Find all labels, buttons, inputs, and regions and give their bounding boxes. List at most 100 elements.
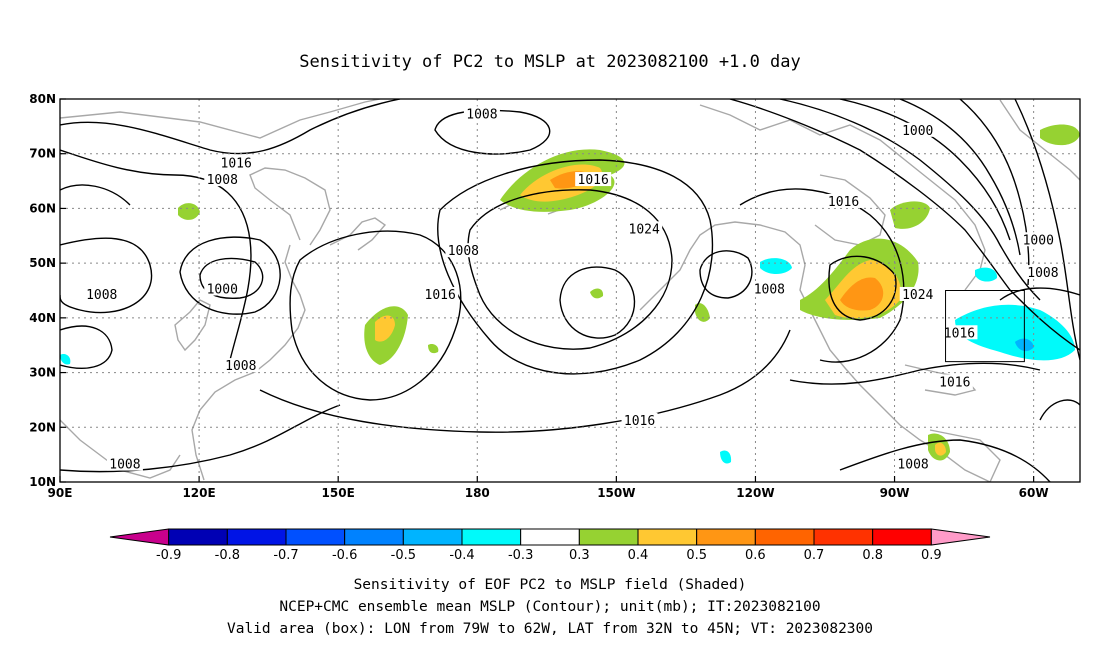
colorbar-arrow-high — [930, 528, 991, 546]
contour-label: 1000 — [1023, 233, 1054, 248]
contour-label-bg — [83, 286, 120, 301]
colorbar-swatch — [520, 528, 580, 546]
contour-label-bg — [218, 155, 255, 170]
contour-label: 1008 — [109, 458, 140, 473]
valid-area-box — [945, 290, 1025, 363]
contour-label-bg — [1024, 265, 1061, 280]
lat-tick-label: 30N — [29, 366, 56, 380]
contour-label: 1016 — [939, 376, 970, 391]
figure-title: Sensitivity of PC2 to MSLP at 2023082100… — [299, 52, 801, 72]
axis-ticks: 90E 120E 150E 180 150W 120W 90W 60W 10N 20N 30N 40N… — [29, 92, 1048, 500]
caption-line-3: Valid area (box): LON from 79W to 62W, L… — [227, 621, 873, 637]
lat-tick-label: 70N — [29, 147, 56, 161]
lon-tick-label: 120W — [736, 486, 774, 500]
lat-tick-label: 60N — [29, 201, 56, 215]
lat-tick-label: 40N — [29, 311, 56, 325]
contour-label-bg — [941, 325, 978, 340]
lat-tick-label: 80N — [29, 92, 56, 106]
contour-label-bg — [626, 221, 663, 236]
colorbar-label: -0.3 — [508, 548, 533, 563]
contour-label: 1000 — [207, 283, 238, 298]
contour-label: 1016 — [944, 326, 975, 341]
colorbar-label: 0.6 — [745, 548, 766, 563]
colorbar-swatch — [344, 528, 404, 546]
contour-label-bg — [204, 281, 241, 296]
contour-label-bg — [899, 122, 936, 137]
contour-label-bg — [463, 106, 500, 121]
contour-label-bg — [204, 172, 241, 187]
contour-label-bg — [899, 286, 936, 301]
map-plot-area — [60, 99, 1080, 482]
contour-label-bg — [825, 193, 862, 208]
colorbar-swatch — [637, 528, 698, 546]
graticule — [60, 99, 1080, 482]
contour-label-bg — [222, 358, 259, 373]
contour-label-bg — [621, 412, 658, 427]
lon-tick-label: 120E — [182, 486, 215, 500]
contour-label-bg — [936, 374, 973, 389]
contour-label: 1008 — [897, 458, 928, 473]
contour-label: 1008 — [466, 107, 497, 122]
colorbar-swatch — [402, 528, 463, 546]
caption-line-1: Sensitivity of EOF PC2 to MSLP field (Sh… — [354, 577, 747, 593]
colorbar-label: 0.3 — [569, 548, 590, 563]
contour-label: 1000 — [902, 124, 933, 139]
colorbar: -0.9 -0.8 -0.7 -0.6 -0.5 -0.4 -0.3 0.3 0.4 0.5 0.6… — [109, 528, 991, 563]
contour-label-bg — [895, 456, 932, 471]
lon-tick-label: 150E — [322, 486, 355, 500]
colorbar-label: -0.6 — [332, 548, 357, 563]
contour-label-bg — [575, 172, 612, 187]
contour-label: 1008 — [86, 288, 117, 303]
colorbar-swatch — [696, 528, 756, 546]
contour-label-bg — [751, 281, 788, 296]
contour-label: 1008 — [1027, 266, 1058, 281]
contour-label: 1024 — [629, 222, 660, 237]
caption-line-2: NCEP+CMC ensemble mean MSLP (Contour); u… — [279, 599, 820, 615]
contour-label: 1016 — [221, 157, 252, 172]
lon-tick-label: 60W — [1019, 486, 1049, 500]
lat-tick-label: 20N — [29, 420, 56, 434]
colorbar-label: 0.4 — [628, 548, 649, 563]
colorbar-label: 0.9 — [921, 548, 942, 563]
lat-tick-label: 10N — [29, 475, 56, 489]
mslp-contours — [60, 99, 1080, 482]
contour-label: 1024 — [902, 288, 933, 303]
contour-label-bg — [1020, 232, 1057, 247]
map-frame — [59, 98, 1081, 483]
colorbar-label: -0.5 — [391, 548, 416, 563]
colorbar-swatch — [461, 528, 522, 546]
contour-label: 1016 — [624, 414, 655, 429]
lon-tick-label: 150W — [597, 486, 635, 500]
contour-label: 1016 — [578, 173, 609, 188]
colorbar-swatch — [168, 528, 228, 546]
contour-label: 1008 — [207, 173, 238, 188]
colorbar-label: 0.5 — [686, 548, 707, 563]
lat-tick-label: 50N — [29, 256, 56, 270]
lon-tick-label: 90W — [880, 486, 910, 500]
colorbar-swatch — [226, 528, 287, 546]
sensitivity-shading — [60, 124, 1080, 464]
contour-label-bg — [445, 243, 482, 258]
colorbar-swatch — [754, 528, 815, 546]
colorbar-label: -0.4 — [449, 548, 474, 563]
colorbar-label: -0.8 — [215, 548, 240, 563]
contour-label: 1008 — [448, 244, 479, 259]
lon-tick-label: 90E — [48, 486, 73, 500]
contour-label: 1008 — [225, 359, 256, 374]
contour-label: 1016 — [828, 195, 859, 210]
colorbar-label: 0.7 — [804, 548, 825, 563]
colorbar-label: 0.8 — [862, 548, 883, 563]
contour-label: 1008 — [754, 283, 785, 298]
colorbar-swatch — [578, 528, 639, 546]
lon-tick-label: 180 — [465, 486, 490, 500]
colorbar-label: -0.7 — [273, 548, 298, 563]
colorbar-swatch — [872, 528, 932, 546]
contour-label: 1016 — [425, 288, 456, 303]
colorbar-swatch — [285, 528, 346, 546]
colorbar-arrow-low — [109, 528, 170, 546]
colorbar-label: -0.9 — [156, 548, 181, 563]
contour-label-bg — [106, 456, 143, 471]
contour-label-bg — [422, 286, 459, 301]
